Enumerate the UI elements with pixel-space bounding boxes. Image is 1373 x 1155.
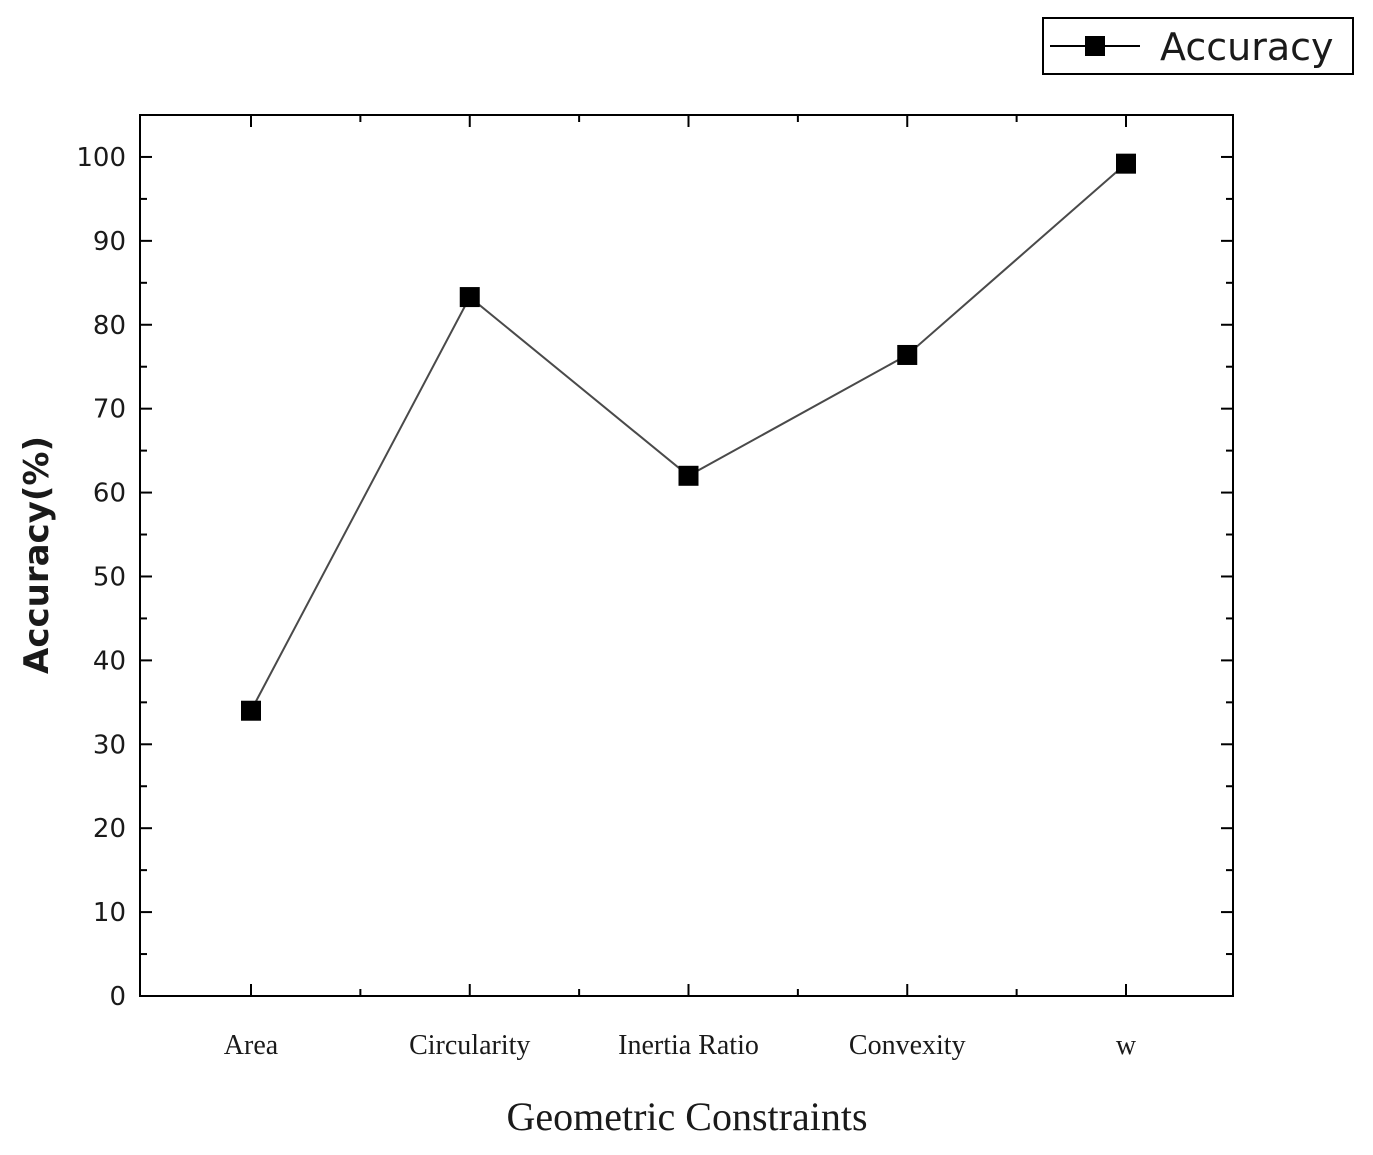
data-point bbox=[897, 344, 918, 365]
marks-layer bbox=[241, 153, 1136, 721]
y-tick-label: 100 bbox=[76, 143, 126, 173]
legend: Accuracy bbox=[1042, 17, 1354, 75]
x-tick-label: Convexity bbox=[849, 1030, 966, 1061]
x-axis-title: Geometric Constraints bbox=[506, 1094, 867, 1139]
y-tick-label: 60 bbox=[93, 479, 126, 509]
x-tick-label: w bbox=[1116, 1030, 1137, 1061]
series-line bbox=[250, 162, 1127, 712]
y-tick-label: 70 bbox=[93, 395, 126, 425]
y-tick-label: 40 bbox=[93, 646, 126, 676]
data-point bbox=[459, 287, 480, 308]
data-point bbox=[241, 700, 261, 721]
y-tick-label: 50 bbox=[93, 562, 126, 592]
y-tick-label: 30 bbox=[93, 730, 126, 760]
y-tick-label: 0 bbox=[109, 982, 126, 1012]
y-tick-label: 90 bbox=[93, 227, 126, 257]
axes-layer: 0 10 20 30 40 50 60 70 80 90 100 Area Circularity Ine… bbox=[76, 114, 1234, 1061]
legend-marker bbox=[1085, 36, 1105, 56]
data-point bbox=[1116, 153, 1136, 174]
y-tick-label: 80 bbox=[93, 311, 126, 341]
legend-label: Accuracy bbox=[1160, 25, 1334, 69]
plot-frame bbox=[139, 114, 1234, 997]
y-axis-title: Accuracy(%) bbox=[17, 436, 57, 674]
y-tick-label: 20 bbox=[93, 814, 126, 844]
x-tick-label: Area bbox=[224, 1030, 279, 1061]
y-tick-label: 10 bbox=[93, 898, 126, 928]
x-tick-label: Inertia Ratio bbox=[618, 1030, 759, 1061]
data-point bbox=[678, 465, 699, 486]
x-tick-label: Circularity bbox=[409, 1030, 530, 1061]
